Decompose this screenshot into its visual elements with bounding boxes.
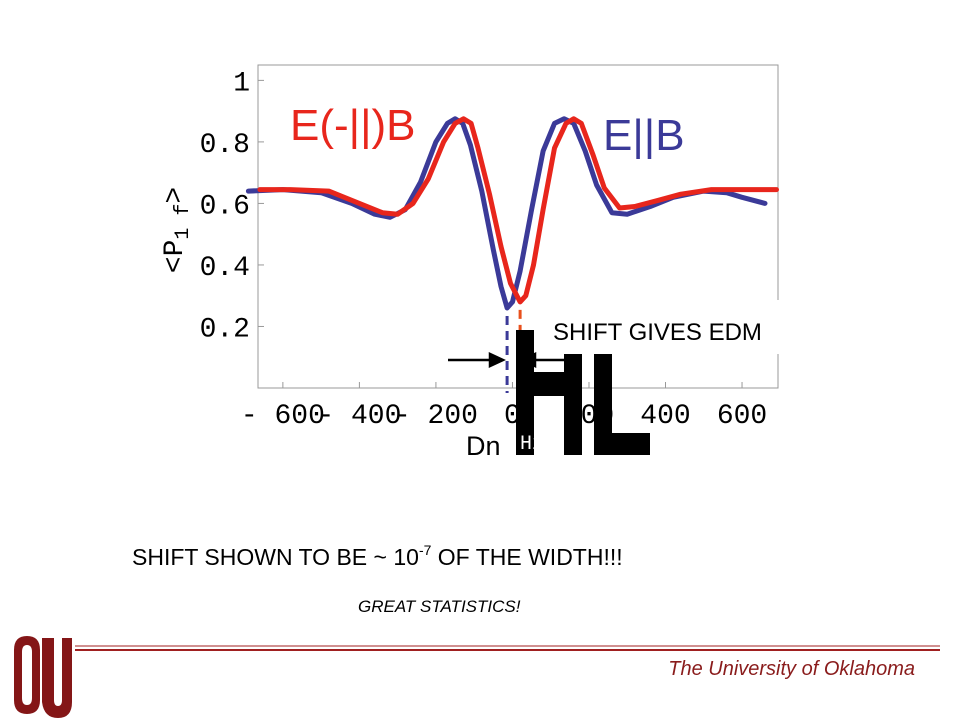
y-tick-label: 0.6 [200,191,250,222]
x-unit: Hz [520,433,544,456]
glyph-blocks [516,330,650,455]
statement-main: SHIFT SHOWN TO BE ~ 10 [132,544,419,570]
series-label: E||B [603,111,685,160]
curves [245,116,779,393]
x-tick-label: - 600 [241,401,325,432]
x-tick-label: - 400 [317,401,401,432]
statement-exponent: -7 [419,542,432,558]
x-tick-label: 400 [640,401,690,432]
footer-rule [75,645,940,651]
y-tick-label: 0.2 [200,314,250,345]
y-label-main: <P [160,240,191,274]
y-tick-label: 1 [233,68,250,99]
x-label: Dn [466,431,501,461]
footer: The University of Oklahoma [668,658,915,680]
ou-logo [14,636,72,718]
series-label: E(-||)B [290,101,416,150]
statement-rest: OF THE WIDTH!!! [431,544,622,570]
x-tick-label: - 200 [394,401,478,432]
annotation-box [540,300,780,354]
note: GREAT STATISTICS! [358,597,521,616]
y-label-sub: 1 f [172,204,195,240]
y-tick-label: 0.8 [200,130,250,161]
series-line [257,116,779,305]
arrows [448,352,575,368]
y-tick-label: 0.4 [200,253,250,284]
annotation: SHIFT GIVES EDM [553,319,762,346]
y-label-end: > [160,187,191,204]
y-label: <P1 f> [160,187,195,273]
statement: SHIFT SHOWN TO BE ~ 10-7 OF THE WIDTH!!! [132,542,623,570]
x-tick-label: 600 [717,401,767,432]
